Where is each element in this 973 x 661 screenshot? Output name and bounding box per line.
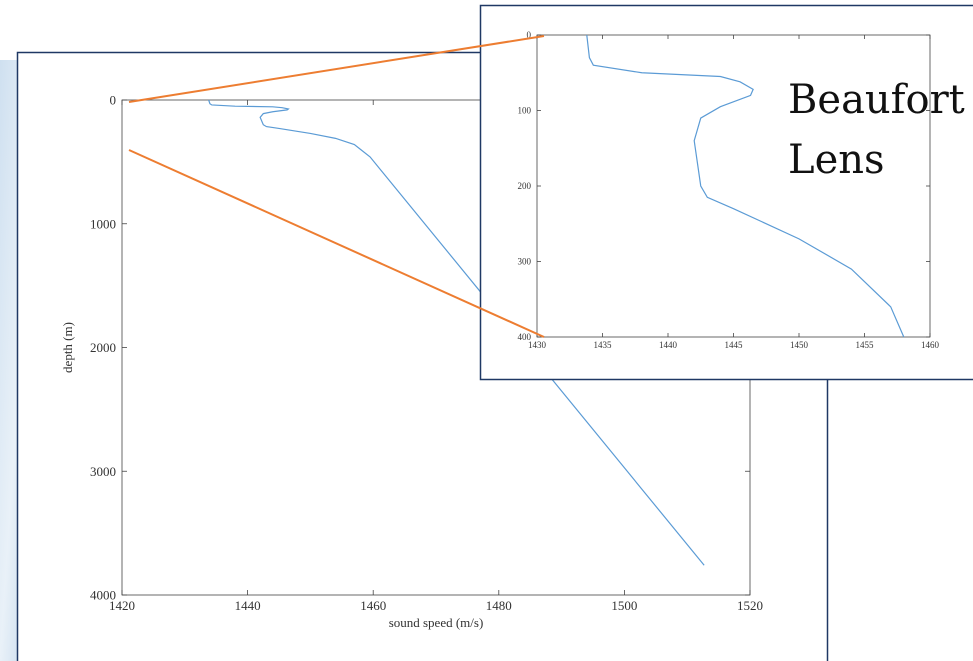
- x-tick-label: 1460: [921, 340, 940, 350]
- x-tick-label: 1440: [659, 340, 678, 350]
- page: 1420144014601480150015200100020003000400…: [0, 0, 973, 661]
- y-tick-label: 300: [518, 257, 532, 267]
- x-tick-label: 1440: [235, 598, 261, 613]
- y-tick-label: 400: [518, 332, 532, 342]
- x-tick-label: 1445: [725, 340, 744, 350]
- x-tick-label: 1480: [486, 598, 512, 613]
- x-tick-label: 1435: [594, 340, 613, 350]
- x-tick-label: 1455: [856, 340, 875, 350]
- x-tick-label: 1500: [611, 598, 637, 613]
- y-tick-label: 200: [518, 181, 532, 191]
- y-tick-label: 4000: [90, 588, 116, 603]
- x-tick-label: 1450: [790, 340, 809, 350]
- y-tick-label: 100: [518, 106, 532, 116]
- x-axis-label: sound speed (m/s): [389, 615, 484, 630]
- y-tick-label: 0: [110, 93, 117, 108]
- annotation: Beaufort Lens: [788, 70, 968, 190]
- x-tick-label: 1460: [360, 598, 386, 613]
- x-tick-label: 1520: [737, 598, 763, 613]
- y-tick-label: 3000: [90, 464, 116, 479]
- y-tick-label: 1000: [90, 216, 116, 231]
- y-tick-label: 2000: [90, 340, 116, 355]
- y-axis-label: depth (m): [60, 322, 75, 373]
